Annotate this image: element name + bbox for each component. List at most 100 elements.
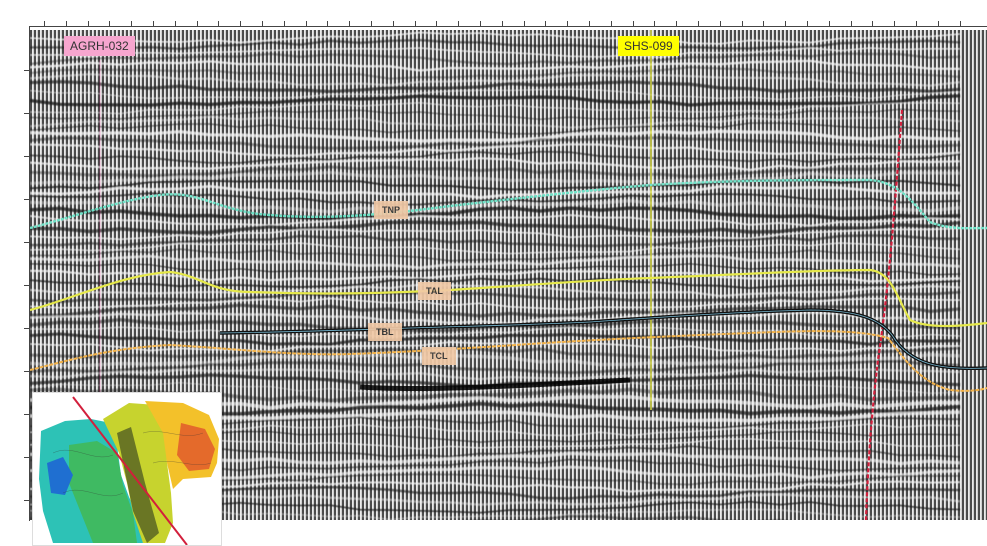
- top-axis-tick: [589, 21, 590, 26]
- reflection-band: [30, 31, 961, 45]
- reflection-band: [30, 88, 961, 101]
- reflection-band: [30, 170, 961, 185]
- location-map-inset: [32, 392, 222, 546]
- top-axis-tick: [937, 21, 939, 26]
- top-axis-tick: [371, 21, 372, 26]
- reflection-band: [30, 129, 961, 143]
- well-label-agrh: AGRH-032: [64, 36, 135, 56]
- reflection-band: [30, 80, 961, 94]
- left-axis-tick: [24, 414, 29, 415]
- reflection-band: [30, 206, 961, 221]
- reflection-band: [30, 115, 961, 129]
- reflection-band: [30, 341, 961, 352]
- reflection-band: [30, 290, 961, 304]
- top-axis-tick: [131, 21, 133, 26]
- reflection-band: [30, 297, 961, 310]
- reflection-band: [30, 269, 961, 283]
- map-contours: [52, 431, 212, 497]
- top-axis-tick: [654, 21, 656, 26]
- top-axis-tick: [480, 21, 481, 26]
- top-axis-tick: [87, 21, 89, 26]
- reflection-band: [30, 143, 961, 157]
- reflection-band: [30, 47, 961, 58]
- reflection-band: [30, 66, 961, 80]
- horizon-tcl-line: [30, 330, 987, 392]
- horizon-label-tal: TAL: [418, 282, 451, 300]
- map-area-east-red: [177, 423, 215, 471]
- reflection-band: [30, 242, 961, 255]
- top-axis-tick: [719, 21, 721, 26]
- reflection-band: [30, 382, 961, 394]
- top-axis-tick: [828, 21, 830, 26]
- top-axis-tick: [676, 21, 678, 26]
- reflection-band: [30, 179, 961, 191]
- left-axis-tick: [24, 457, 29, 458]
- reflection-band: [30, 303, 961, 318]
- top-axis-tick: [894, 21, 896, 26]
- top-axis-tick: [807, 21, 808, 26]
- horizon-label-tnp: TNP: [374, 201, 408, 219]
- top-axis-tick: [327, 21, 329, 26]
- top-axis-tick: [65, 21, 67, 26]
- well-label-shs: SHS-099: [618, 36, 679, 56]
- reflection-band: [30, 59, 961, 72]
- reflection-band: [30, 73, 961, 87]
- reflection-band: [30, 52, 961, 66]
- top-axis-tick: [501, 21, 503, 26]
- left-axis: [29, 26, 30, 521]
- reflection-band: [30, 248, 961, 262]
- top-axis: [30, 26, 987, 27]
- top-axis-tick: [610, 21, 612, 26]
- top-axis-tick: [872, 21, 874, 26]
- reflection-band: [30, 214, 961, 227]
- left-axis-tick: [24, 371, 29, 372]
- reflection-band: [30, 38, 961, 51]
- reflection-band: [30, 220, 961, 235]
- reflection-band: [30, 101, 961, 115]
- left-axis-tick: [24, 199, 29, 200]
- strong-reflector: [359, 377, 631, 392]
- left-axis-tick: [24, 242, 29, 243]
- top-axis-tick: [763, 21, 765, 26]
- left-axis-tick: [24, 113, 29, 114]
- reflection-band: [30, 165, 961, 178]
- reflection-band: [30, 136, 961, 150]
- fault-line: [864, 109, 904, 520]
- top-axis-tick: [283, 21, 285, 26]
- top-axis-tick: [850, 21, 852, 26]
- top-axis-tick: [262, 21, 263, 26]
- reflection-band: [30, 311, 961, 325]
- reflection-band: [30, 277, 961, 290]
- top-axis-tick: [153, 21, 154, 26]
- horizon-tal-line: [30, 268, 987, 328]
- top-axis-tick: [196, 21, 198, 26]
- top-axis-tick: [305, 21, 307, 26]
- map-area-blue: [47, 457, 73, 495]
- left-axis-tick: [24, 328, 29, 329]
- left-axis-tick: [24, 156, 29, 157]
- map-dark-band: [117, 427, 159, 543]
- section-trace-line: [72, 396, 188, 545]
- horizon-label-tcl: TCL: [422, 347, 456, 365]
- reflection-band: [30, 108, 961, 120]
- top-axis-tick: [436, 21, 438, 26]
- reflection-band: [30, 326, 961, 338]
- horizon-tnp-line: [30, 178, 987, 230]
- reflection-band: [30, 150, 961, 164]
- top-axis-tick: [458, 21, 460, 26]
- reflection-band: [30, 254, 961, 270]
- reflection-band: [30, 352, 961, 368]
- top-axis-tick: [44, 21, 45, 26]
- top-axis-tick: [174, 21, 176, 26]
- top-axis-tick: [545, 21, 547, 26]
- top-axis-tick: [414, 21, 416, 26]
- top-axis-tick: [109, 21, 111, 26]
- top-axis-tick: [741, 21, 743, 26]
- reflection-band: [30, 227, 961, 241]
- reflection-band: [30, 332, 961, 346]
- top-axis-tick: [218, 21, 220, 26]
- reflection-band: [30, 345, 961, 360]
- reflection-band: [30, 263, 961, 276]
- top-axis-tick: [240, 21, 242, 26]
